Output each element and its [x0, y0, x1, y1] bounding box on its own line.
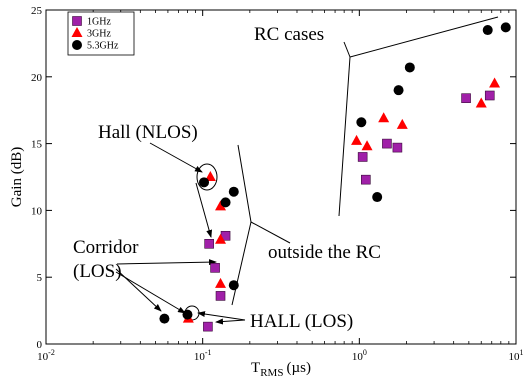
x-axis-label-subscript: RMS — [260, 367, 283, 379]
data-point-circle — [199, 177, 210, 188]
x-axis-label-unit: (µs) — [286, 360, 310, 376]
data-markers — [159, 22, 511, 332]
legend-label: 5.3GHz — [87, 41, 119, 52]
y-tick-label: 15 — [31, 139, 43, 151]
data-point-square — [215, 291, 226, 301]
data-point-circle — [228, 280, 239, 291]
data-point-circle — [393, 85, 404, 96]
data-point-circle — [404, 62, 415, 73]
data-point-circle — [372, 192, 383, 203]
data-point-square — [357, 152, 368, 162]
y-tick-label: 25 — [31, 5, 43, 17]
x-tick-label: 10-2 — [37, 348, 55, 363]
data-point-square — [204, 239, 214, 249]
legend-label: 3GHz — [87, 29, 111, 40]
y-tick-label: 0 — [37, 339, 43, 351]
data-point-circle — [500, 22, 511, 33]
hall-los-arrow-2 — [215, 318, 246, 325]
legend-marker-square — [72, 16, 82, 26]
y-axis-label: Gain (dB) — [9, 147, 25, 207]
annotation-hall-los: HALL (LOS) — [250, 311, 353, 332]
x-axis-label: TRMS (µs) — [251, 360, 311, 379]
hall-nlos-ellipse — [196, 163, 218, 191]
data-point-triangle — [475, 97, 487, 108]
y-tick-label: 20 — [31, 72, 43, 84]
data-point-square — [461, 93, 471, 103]
corridor-arrow-1 — [116, 259, 217, 266]
data-point-triangle — [361, 140, 373, 151]
rc-cases-pointer — [343, 41, 351, 58]
annotation-outside-rc: outside the RC — [268, 242, 381, 263]
data-point-square — [382, 138, 392, 149]
data-point-circle — [356, 117, 367, 128]
annotation-rc-cases: RC cases — [254, 24, 324, 45]
data-point-circle — [228, 186, 239, 197]
data-point-triangle — [489, 77, 501, 88]
data-point-square — [484, 90, 495, 101]
legend-marker-circle — [72, 40, 82, 50]
data-point-triangle — [215, 233, 227, 244]
data-point-square — [203, 321, 213, 332]
x-tick-label: 10-1 — [194, 348, 212, 363]
annotation-hall-nlos: Hall (NLOS) — [98, 122, 198, 143]
annotation-corridor-line2: (LOS) — [73, 261, 122, 282]
plot-area — [45, 9, 517, 345]
hall-nlos-arrow-2 — [195, 182, 213, 238]
x-tick-label: 101 — [509, 348, 524, 363]
data-point-triangle — [215, 277, 227, 288]
outside-rc-pointer — [250, 221, 291, 244]
y-axis: 0 5 10 15 20 25 — [31, 5, 516, 351]
annotation-corridor-line1: Corridor — [73, 237, 139, 258]
data-point-triangle — [204, 171, 216, 181]
data-point-circle — [182, 309, 193, 320]
data-point-triangle — [378, 112, 390, 123]
x-tick-label: 100 — [352, 348, 367, 363]
corridor-arrow-3 — [115, 271, 186, 314]
data-point-square — [361, 174, 371, 185]
data-point-circle — [220, 197, 231, 208]
data-point-triangle — [351, 134, 363, 145]
y-tick-label: 10 — [31, 205, 43, 217]
data-point-square — [392, 142, 403, 153]
data-point-triangle — [396, 118, 408, 129]
y-tick-label: 5 — [37, 272, 43, 284]
data-point-circle — [159, 313, 170, 324]
data-point-triangle — [215, 200, 227, 211]
hall-nlos-arrow — [149, 142, 203, 173]
x-axis-label-main: T — [251, 360, 260, 376]
data-point-square — [210, 263, 220, 273]
x-axis: 10-2 10-1 100 101 — [37, 10, 524, 363]
legend-marker-triangle — [71, 27, 83, 37]
legend-label: 1GHz — [87, 17, 111, 28]
data-point-circle — [482, 25, 493, 36]
hall-los-arrow-1 — [197, 311, 246, 321]
